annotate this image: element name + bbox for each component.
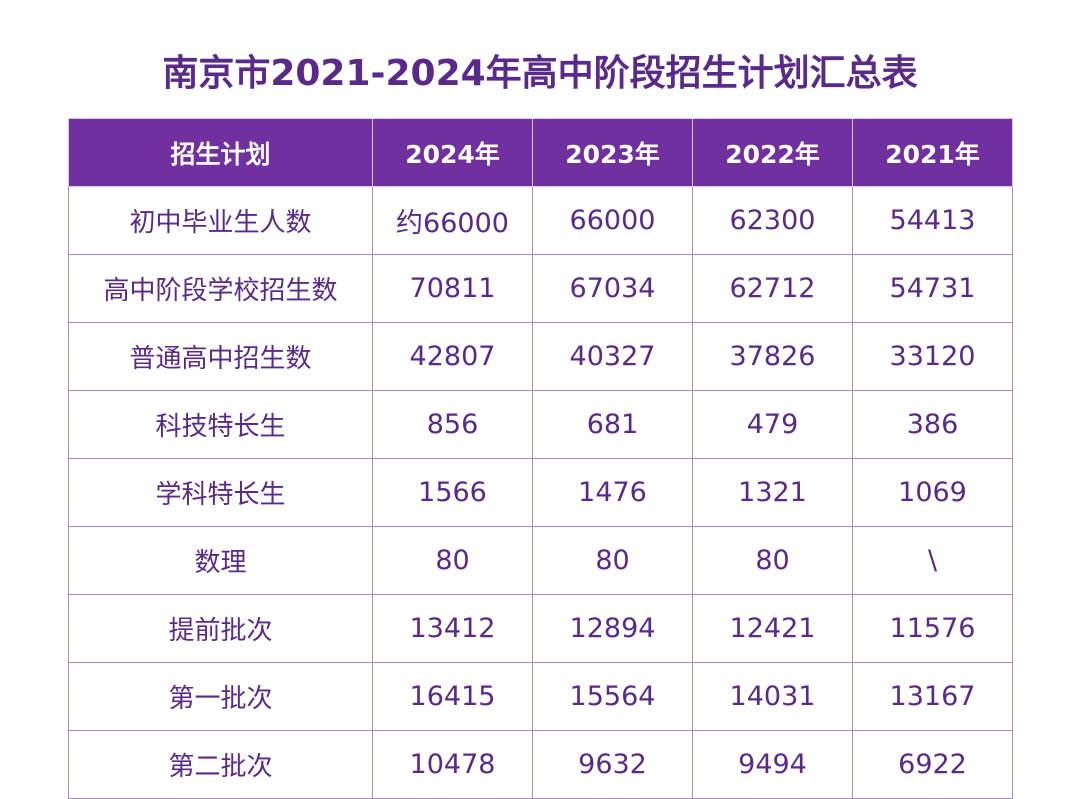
- table-header-row: 招生计划 2024年 2023年 2022年 2021年: [68, 118, 1013, 187]
- table-cell: 1069: [852, 458, 1013, 527]
- page-title: 南京市2021-2024年高中阶段招生计划汇总表: [162, 53, 918, 94]
- table-row: 学科特长生 1566 1476 1321 1069: [68, 458, 1013, 527]
- column-header: 招生计划: [68, 118, 373, 187]
- table-cell: 13167: [852, 662, 1013, 731]
- table-cell: 9494: [692, 730, 853, 799]
- table-cell: 62300: [692, 186, 853, 255]
- table-cell: 12421: [692, 594, 853, 663]
- table-row: 提前批次 13412 12894 12421 11576: [68, 594, 1013, 663]
- row-label: 初中毕业生人数: [68, 186, 373, 255]
- table-cell: \: [852, 526, 1013, 595]
- table-cell: 70811: [372, 254, 533, 323]
- table-cell: 33120: [852, 322, 1013, 391]
- row-label: 普通高中招生数: [68, 322, 373, 391]
- table-row: 第一批次 16415 15564 14031 13167: [68, 662, 1013, 731]
- table-cell: 386: [852, 390, 1013, 459]
- table-cell: 10478: [372, 730, 533, 799]
- table-row: 普通高中招生数 42807 40327 37826 33120: [68, 322, 1013, 391]
- enrollment-plan-table: 招生计划 2024年 2023年 2022年 2021年 初中毕业生人数 约66…: [68, 118, 1013, 799]
- row-label: 数理: [68, 526, 373, 595]
- table-cell: 54731: [852, 254, 1013, 323]
- table-row: 数理 80 80 80 \: [68, 526, 1013, 595]
- table-row: 初中毕业生人数 约66000 66000 62300 54413: [68, 186, 1013, 255]
- table-cell: 16415: [372, 662, 533, 731]
- row-label: 高中阶段学校招生数: [68, 254, 373, 323]
- table-cell: 11576: [852, 594, 1013, 663]
- table-cell: 9632: [532, 730, 693, 799]
- table-cell: 1476: [532, 458, 693, 527]
- row-label: 提前批次: [68, 594, 373, 663]
- table-cell: 13412: [372, 594, 533, 663]
- table-cell: 约66000: [372, 186, 533, 255]
- table-cell: 62712: [692, 254, 853, 323]
- table-row: 高中阶段学校招生数 70811 67034 62712 54731: [68, 254, 1013, 323]
- table-cell: 42807: [372, 322, 533, 391]
- row-label: 第一批次: [68, 662, 373, 731]
- table-cell: 67034: [532, 254, 693, 323]
- table-cell: 1321: [692, 458, 853, 527]
- table-row: 科技特长生 856 681 479 386: [68, 390, 1013, 459]
- table-cell: 6922: [852, 730, 1013, 799]
- row-label: 科技特长生: [68, 390, 373, 459]
- column-header: 2021年: [852, 118, 1013, 187]
- table-cell: 54413: [852, 186, 1013, 255]
- column-header: 2022年: [692, 118, 853, 187]
- table-cell: 37826: [692, 322, 853, 391]
- row-label: 学科特长生: [68, 458, 373, 527]
- table-cell: 856: [372, 390, 533, 459]
- table-cell: 40327: [532, 322, 693, 391]
- table-cell: 12894: [532, 594, 693, 663]
- table-cell: 80: [372, 526, 533, 595]
- table-cell: 1566: [372, 458, 533, 527]
- table-cell: 80: [692, 526, 853, 595]
- table-cell: 66000: [532, 186, 693, 255]
- table-cell: 681: [532, 390, 693, 459]
- table-cell: 479: [692, 390, 853, 459]
- row-label: 第二批次: [68, 730, 373, 799]
- table-cell: 80: [532, 526, 693, 595]
- column-header: 2024年: [372, 118, 533, 187]
- table-cell: 15564: [532, 662, 693, 731]
- table-cell: 14031: [692, 662, 853, 731]
- column-header: 2023年: [532, 118, 693, 187]
- table-row: 第二批次 10478 9632 9494 6922: [68, 730, 1013, 799]
